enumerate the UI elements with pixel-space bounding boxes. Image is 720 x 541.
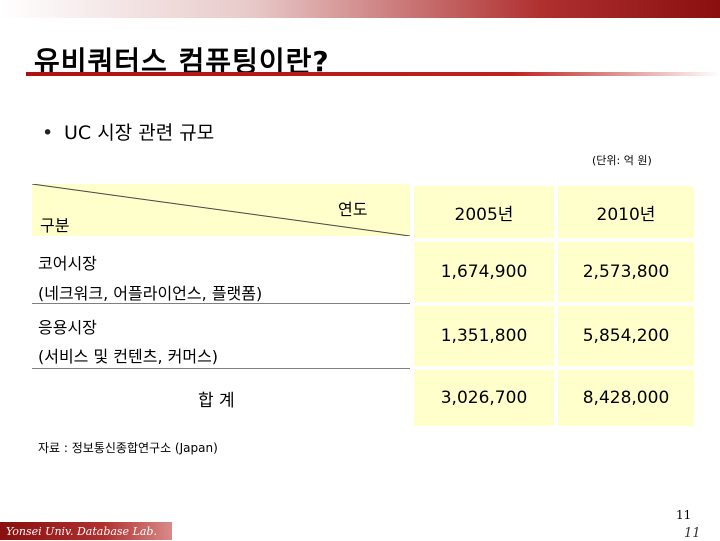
- title-underline: [26, 72, 720, 76]
- bullet-text: UC 시장 관련 규모: [64, 122, 215, 144]
- total-2010: 8,428,000: [558, 370, 694, 426]
- source-note: 자료 : 정보통신종합연구소 (Japan): [38, 441, 218, 455]
- total-2005: 3,026,700: [414, 370, 554, 426]
- row-app-2010: 5,854,200: [558, 306, 694, 366]
- row-app-label-2: (서비스 및 컨텐츠, 커머스): [38, 347, 219, 366]
- footer-bar: [0, 522, 172, 540]
- row-separator: [32, 303, 410, 304]
- header-diagonal-line: [32, 184, 410, 236]
- row-core-label-2: (네크워크, 어플라이언스, 플랫폼): [38, 284, 263, 303]
- footer-label: Yonsei Univ. Database Lab.: [6, 525, 157, 538]
- column-header-2005: 2005년: [414, 186, 554, 238]
- row-core-2005: 1,674,900: [414, 242, 554, 302]
- header-year-label: 연도: [338, 200, 368, 219]
- column-header-2010: 2010년: [558, 186, 694, 238]
- header-category-label: 구분: [40, 216, 70, 235]
- row-core-label-1: 코어시장: [38, 254, 97, 273]
- page-number: 11: [676, 508, 692, 522]
- row-separator: [32, 368, 410, 369]
- row-core-2010: 2,573,800: [558, 242, 694, 302]
- top-gradient-bar: [0, 0, 720, 18]
- page-number-italic: 11: [684, 526, 701, 541]
- bullet-item: • UC 시장 관련 규모: [42, 118, 214, 145]
- row-app-2005: 1,351,800: [414, 306, 554, 366]
- total-label: 합 계: [198, 391, 235, 411]
- row-app-label-1: 응용시장: [38, 318, 97, 337]
- unit-note: (단위: 억 원): [592, 154, 652, 167]
- bullet-icon: •: [42, 122, 54, 144]
